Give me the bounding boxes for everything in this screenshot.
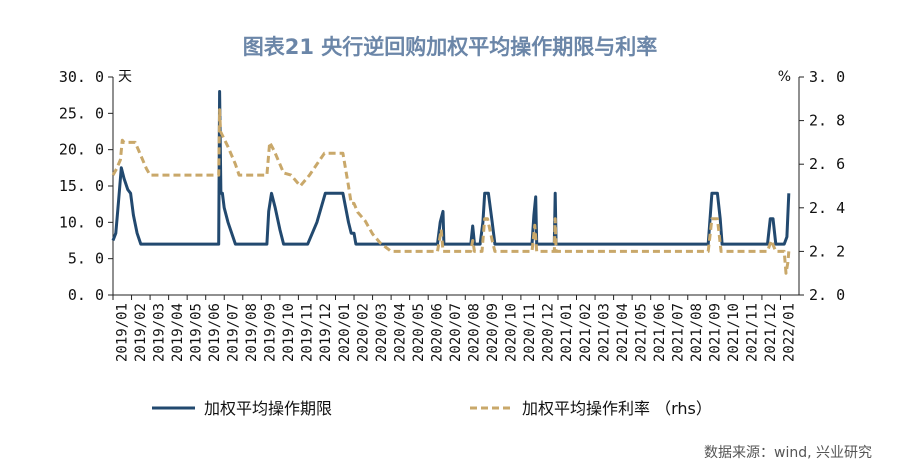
left-tick-label: 15. 0 <box>59 177 104 195</box>
x-tick-label: 2021/06 <box>652 303 668 362</box>
series-layer <box>111 90 791 275</box>
right-axis: 2. 0 2. 2 2. 4 2. 6 2. 8 3. 0 % <box>778 68 845 304</box>
right-tick-label: 2. 0 <box>809 286 845 304</box>
x-axis: 2019/01 2019/02 2019/03 2019/04 2019/05 2019/… <box>112 294 799 362</box>
left-tick-label: 30. 0 <box>59 68 104 86</box>
series-line-duration <box>111 90 791 246</box>
x-tick-label: 2021/07 <box>670 303 686 362</box>
x-tick-label: 2019/03 <box>151 303 167 362</box>
x-tick-label: 2020/01 <box>337 303 353 362</box>
x-tick-label: 2020/10 <box>504 303 520 362</box>
left-tick-label: 25. 0 <box>59 104 104 122</box>
x-tick-label: 2019/04 <box>170 303 186 362</box>
x-tick-label: 2020/02 <box>355 303 371 362</box>
legend-label-rate: 加权平均操作利率 （rhs） <box>522 399 712 418</box>
x-tick-label: 2021/04 <box>615 303 631 362</box>
x-tick-label: 2019/09 <box>263 303 279 362</box>
left-tick-label: 5. 0 <box>68 250 104 268</box>
x-tick-label: 2020/03 <box>374 303 390 362</box>
x-tick-label: 2020/05 <box>411 303 427 362</box>
x-tick-label: 2020/04 <box>392 303 408 362</box>
left-axis: 0. 0 5. 0 10. 0 15. 0 20. 0 25. 0 30. 0 天 <box>59 68 132 304</box>
right-tick-label: 2. 4 <box>809 199 845 217</box>
right-tick-label: 3. 0 <box>809 68 845 86</box>
x-tick-label: 2021/12 <box>763 303 779 362</box>
x-tick-label: 2021/01 <box>559 303 575 362</box>
left-tick-label: 20. 0 <box>59 141 104 159</box>
x-tick-label: 2019/02 <box>133 303 149 362</box>
left-tick-label: 0. 0 <box>68 286 104 304</box>
x-tick-label: 2019/08 <box>244 303 260 362</box>
x-tick-label: 2020/06 <box>429 303 445 362</box>
x-tick-label: 2021/10 <box>726 303 742 362</box>
left-axis-unit: 天 <box>118 69 132 85</box>
x-tick-label: 2021/09 <box>708 303 724 362</box>
legend: 加权平均操作期限 加权平均操作利率 （rhs） <box>152 399 712 418</box>
x-tick-label: 2019/06 <box>207 303 223 362</box>
source-note: 数据来源：wind, 兴业研究 <box>704 445 872 461</box>
right-tick-label: 2. 6 <box>809 155 845 173</box>
left-tick-label: 10. 0 <box>59 213 104 231</box>
x-tick-label: 2020/09 <box>485 303 501 362</box>
x-tick-label: 2019/01 <box>114 303 130 362</box>
legend-label-duration: 加权平均操作期限 <box>204 399 332 418</box>
x-tick-label: 2019/11 <box>300 303 316 362</box>
x-tick-label: 2021/11 <box>745 303 761 362</box>
x-tick-label: 2021/03 <box>596 303 612 362</box>
series-line-rate <box>111 108 791 275</box>
x-tick-label: 2020/11 <box>522 303 538 362</box>
x-tick-label: 2020/07 <box>448 303 464 362</box>
right-tick-label: 2. 8 <box>809 112 845 130</box>
x-tick-label: 2020/12 <box>541 303 557 362</box>
x-tick-label: 2021/08 <box>689 303 705 362</box>
x-tick-label: 2019/12 <box>318 303 334 362</box>
x-tick-label: 2020/08 <box>467 303 483 362</box>
right-axis-unit: % <box>778 69 791 85</box>
x-tick-label: 2019/10 <box>281 303 297 362</box>
x-tick-label: 2021/05 <box>633 303 649 362</box>
right-tick-label: 2. 2 <box>809 242 845 260</box>
x-tick-label: 2019/07 <box>226 303 242 362</box>
x-tick-label: 2021/02 <box>578 303 594 362</box>
chart-title: 图表21 央行逆回购加权平均操作期限与利率 <box>243 35 658 59</box>
x-tick-label: 2022/01 <box>782 303 798 362</box>
x-tick-label: 2019/05 <box>188 303 204 362</box>
